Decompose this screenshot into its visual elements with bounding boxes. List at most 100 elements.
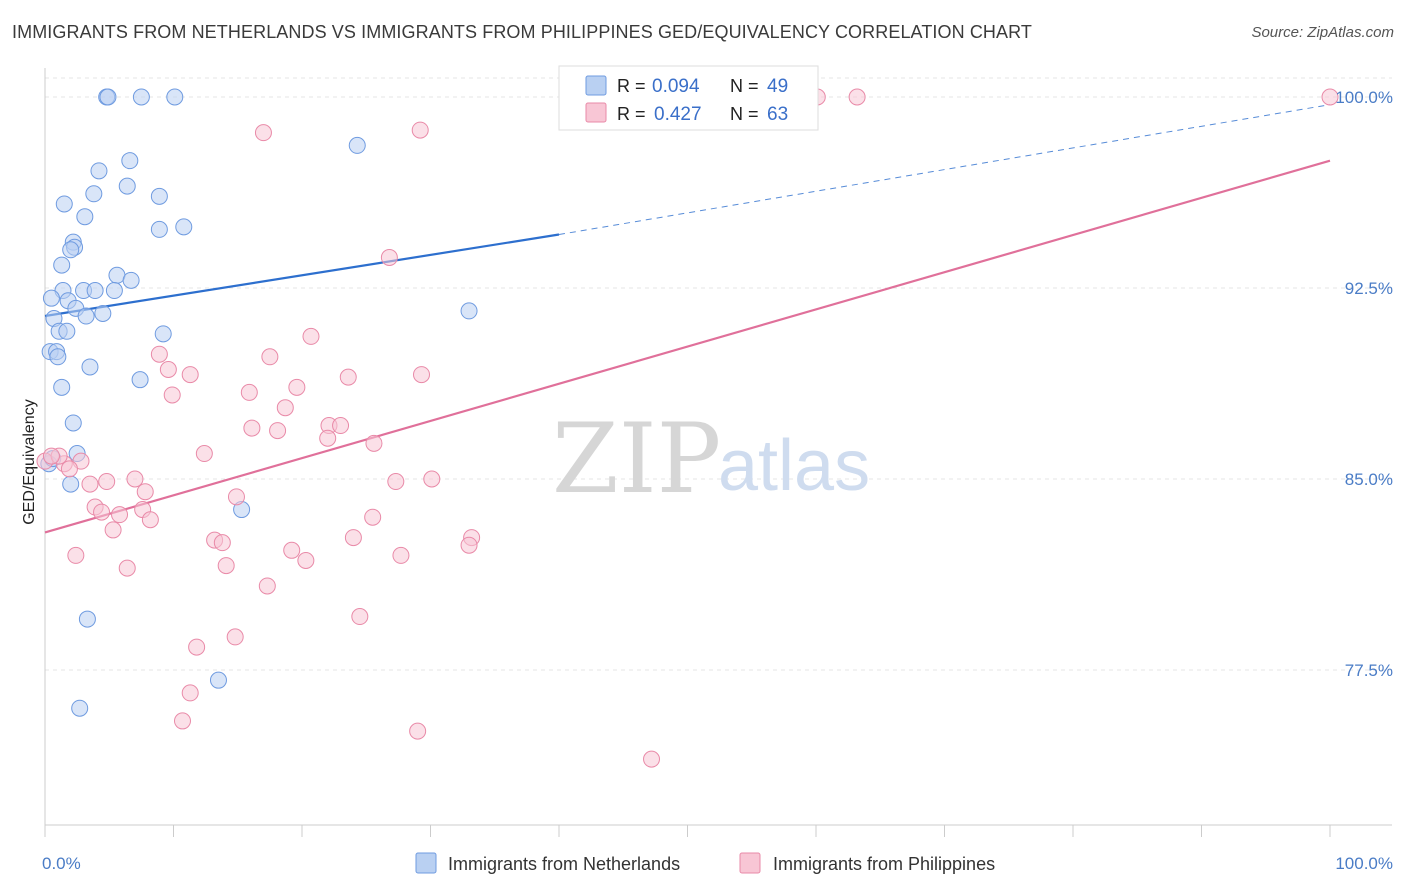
y-axis-label: GED/Equivalency [21,399,38,524]
point-netherlands [55,195,73,213]
point-philippines [297,551,315,569]
point-netherlands [71,699,89,717]
point-netherlands [81,358,99,376]
point-netherlands [85,185,103,203]
point-philippines [254,124,272,142]
point-philippines [302,327,320,345]
stats-legend-row-netherlands: R = 0.094 N = 49 [585,75,788,97]
point-netherlands [460,302,478,320]
point-philippines [150,345,168,363]
point-netherlands [105,282,123,300]
point-philippines [181,684,199,702]
point-netherlands [175,218,193,236]
point-netherlands [53,256,71,274]
point-netherlands [132,88,150,106]
y-tick-label: 85.0% [1345,470,1393,489]
point-philippines [81,475,99,493]
point-philippines [104,521,122,539]
gridlines [45,77,1392,671]
point-philippines [413,366,431,384]
point-netherlands [62,241,80,259]
point-netherlands [121,152,139,170]
point-netherlands [94,304,112,322]
point-netherlands [76,208,94,226]
point-philippines [411,121,429,139]
stats-r-label-philippines: R = [617,104,646,124]
point-netherlands [131,371,149,389]
point-netherlands [108,266,126,284]
stats-n-label-netherlands: N = [730,76,759,96]
point-philippines [288,378,306,396]
x-tick-labels: 0.0% 100.0% [42,854,1393,873]
point-philippines [136,483,154,501]
legend-swatch-netherlands [415,852,437,874]
axes [44,68,1392,837]
point-philippines [159,360,177,378]
point-philippines [163,386,181,404]
x-tick-label: 100.0% [1335,854,1393,873]
point-philippines [240,383,258,401]
point-philippines [283,541,301,559]
point-philippines [319,429,337,447]
point-philippines [173,712,191,730]
point-netherlands [58,322,76,340]
point-philippines [98,473,116,491]
point-philippines [258,577,276,595]
point-philippines [93,503,111,521]
trend-line-dashed-0 [558,104,1331,236]
point-philippines [269,422,287,440]
point-philippines [344,529,362,547]
stats-legend: R = 0.094 N = 49 R = 0.427 N = 63 [558,65,819,131]
x-tick-label: 0.0% [42,854,81,873]
stats-n-value-philippines: 63 [767,104,788,125]
point-philippines [243,419,261,437]
point-netherlands [118,177,136,195]
watermark-zip: ZIP [552,403,721,515]
point-philippines [392,546,410,564]
legend-swatch-philippines [739,852,761,874]
point-philippines [643,750,661,768]
point-philippines [227,488,245,506]
point-philippines [226,628,244,646]
point-netherlands [150,187,168,205]
point-netherlands [90,162,108,180]
y-tick-label: 77.5% [1345,661,1393,680]
point-netherlands [42,289,60,307]
point-philippines [111,506,129,524]
point-philippines [423,470,441,488]
legend-item-netherlands: Immigrants from Netherlands [415,852,680,874]
point-philippines [42,447,60,465]
trend-lines [44,104,1331,534]
point-netherlands [53,378,71,396]
point-philippines [195,445,213,463]
stats-n-label-philippines: N = [730,104,759,124]
chart-source: Source: ZipAtlas.com [1251,24,1394,41]
trend-line-1 [44,159,1331,534]
point-netherlands [348,136,366,154]
point-philippines [141,511,159,529]
y-tick-label: 100.0% [1335,88,1393,107]
stats-r-value-netherlands: 0.094 [652,76,700,97]
point-philippines [188,638,206,656]
point-netherlands [49,348,67,366]
point-netherlands [99,88,117,106]
legend-label-netherlands: Immigrants from Netherlands [448,854,680,874]
netherlands-swatch [585,75,607,96]
point-philippines [60,460,78,478]
stats-r-value-philippines: 0.427 [654,104,702,125]
point-philippines [380,248,398,266]
point-philippines [261,348,279,366]
point-philippines [276,399,294,417]
point-netherlands [166,88,184,106]
point-philippines [118,559,136,577]
point-philippines [460,536,478,554]
point-philippines [848,88,866,106]
point-philippines [1321,88,1339,106]
y-tick-label: 92.5% [1345,279,1393,298]
point-netherlands [86,282,104,300]
point-philippines [387,473,405,491]
watermark-atlas: atlas [718,426,870,506]
point-philippines [364,508,382,526]
point-netherlands [78,610,96,628]
point-netherlands [150,220,168,238]
